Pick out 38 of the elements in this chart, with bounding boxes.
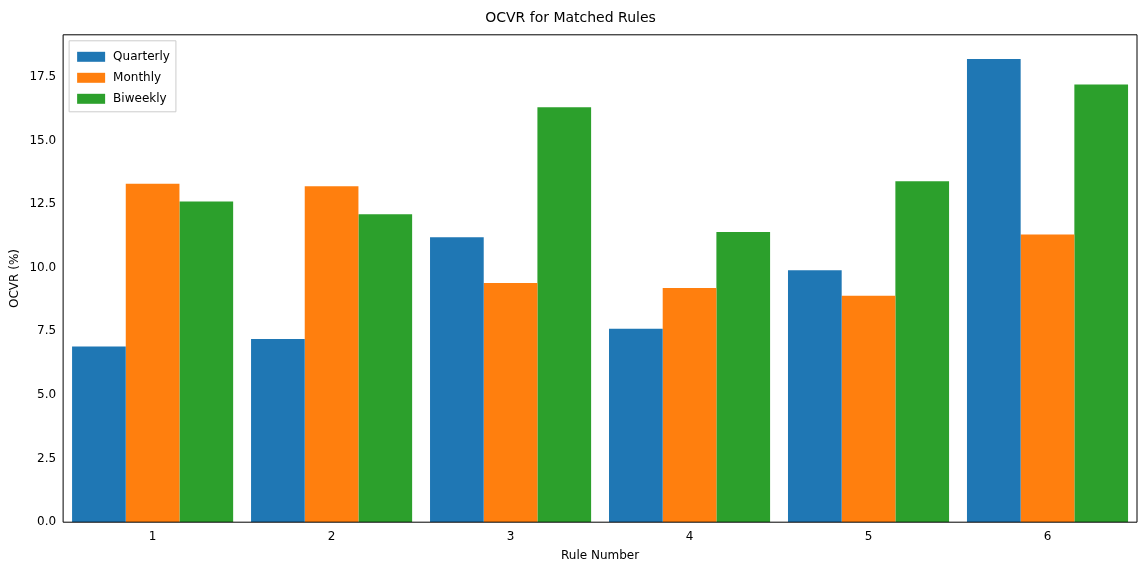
legend-label: Quarterly xyxy=(113,48,170,63)
y-tick-label: 0.0 xyxy=(37,514,57,529)
x-tick-label: 5 xyxy=(864,528,873,543)
y-axis-title: OCVR (%) xyxy=(7,249,22,308)
bar xyxy=(895,181,950,523)
bar xyxy=(716,232,771,523)
y-tick-label: 5.0 xyxy=(37,387,57,402)
bar xyxy=(72,346,126,523)
bar xyxy=(358,214,413,523)
bar xyxy=(483,282,538,523)
bar xyxy=(304,186,359,523)
y-tick-label: 17.5 xyxy=(29,68,57,83)
x-tick-label: 4 xyxy=(685,528,694,543)
y-tick-label: 10.0 xyxy=(29,259,57,274)
bar xyxy=(966,58,1021,523)
bar xyxy=(251,338,305,523)
bar xyxy=(125,183,180,523)
x-tick-label: 3 xyxy=(506,528,515,543)
y-tick-label: 15.0 xyxy=(29,132,57,147)
chart-title: OCVR for Matched Rules xyxy=(485,9,656,26)
x-axis-title: Rule Number xyxy=(560,547,640,562)
bar xyxy=(1020,234,1075,523)
bar xyxy=(430,237,484,523)
bar xyxy=(662,288,717,523)
x-tick-label: 1 xyxy=(148,528,157,543)
bar xyxy=(787,270,842,523)
bar xyxy=(179,201,234,523)
x-tick-label: 2 xyxy=(327,528,336,543)
y-tick-label: 2.5 xyxy=(37,450,57,465)
bar xyxy=(609,328,663,523)
legend-label: Monthly xyxy=(113,69,162,84)
legend-label: Biweekly xyxy=(113,90,167,105)
y-tick-label: 7.5 xyxy=(37,323,57,338)
bar xyxy=(537,107,592,523)
bar xyxy=(1074,84,1129,523)
y-tick-label: 12.5 xyxy=(29,196,57,211)
bar xyxy=(841,295,896,523)
x-tick-label: 6 xyxy=(1043,528,1052,543)
